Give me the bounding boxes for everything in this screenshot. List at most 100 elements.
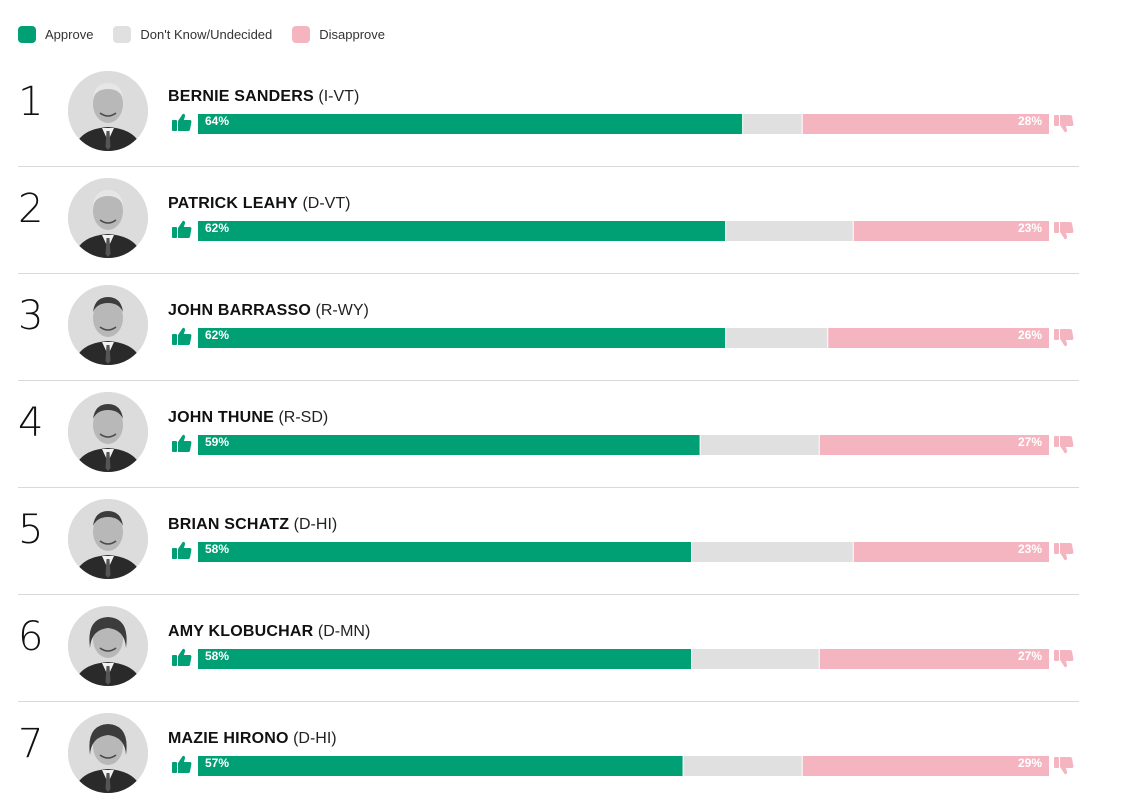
senator-name: MAZIE HIRONO (168, 730, 289, 747)
rank-number: 7 (18, 721, 44, 767)
disapprove-thumb (1054, 756, 1074, 780)
approve-value-label: 64% (205, 114, 229, 128)
legend-label-disapprove: Disapprove (319, 26, 386, 42)
segment-divider (691, 649, 693, 669)
thumbs-down-icon (1054, 650, 1074, 668)
approve-value-label: 59% (205, 435, 229, 449)
approval-bar: 58% 27% (198, 649, 1049, 669)
approval-bar: 57% 29% (198, 756, 1049, 776)
undecided-segment (700, 435, 820, 455)
rank-number: 4 (18, 400, 44, 446)
disapprove-thumb (1054, 435, 1074, 459)
approve-thumb (172, 541, 192, 565)
approval-bar: 59% 27% (198, 435, 1049, 455)
approval-bar-svg: 57% 29% (198, 756, 1049, 776)
approve-thumb (172, 755, 192, 779)
senator-party: (D-HI) (293, 730, 337, 747)
undecided-segment (691, 649, 820, 669)
undecided-segment (683, 756, 803, 776)
disapprove-segment (802, 114, 1049, 134)
segment-divider (818, 649, 820, 669)
senator-name-line: PATRICK LEAHY (D-VT) (168, 195, 350, 213)
senator-party: (R-SD) (278, 409, 329, 426)
thumbs-up-icon (172, 434, 192, 452)
approve-segment (198, 649, 692, 669)
approve-value-label: 57% (205, 756, 229, 770)
senator-ranking-list: 1 BERNIE SANDERS (I-VT) 64% 28% 2 PATRICK LEA… (18, 60, 1079, 808)
approve-thumb (172, 648, 192, 672)
segment-divider (725, 221, 727, 241)
approve-thumb (172, 327, 192, 351)
senator-row: 2 PATRICK LEAHY (D-VT) 62% 23% (18, 167, 1079, 274)
disapprove-thumb (1054, 542, 1074, 566)
approval-bar: 64% 28% (198, 114, 1049, 134)
rank-number: 6 (18, 614, 44, 660)
senator-name: AMY KLOBUCHAR (168, 623, 314, 640)
legend-swatch-disapprove (292, 25, 311, 43)
disapprove-value-label: 27% (1018, 649, 1042, 663)
thumbs-up-icon (172, 327, 192, 345)
legend-swatch-undecided (113, 25, 132, 43)
senator-avatar (68, 606, 148, 686)
disapprove-thumb (1054, 649, 1074, 673)
senator-avatar (68, 499, 148, 579)
thumbs-down-icon (1054, 757, 1074, 775)
approve-segment (198, 756, 684, 776)
senator-row: 4 JOHN THUNE (R-SD) 59% 27% (18, 381, 1079, 488)
disapprove-thumb (1054, 221, 1074, 245)
disapprove-segment (853, 542, 1049, 562)
thumbs-up-icon (172, 541, 192, 559)
senator-name: BRIAN SCHATZ (168, 516, 290, 533)
approval-bar: 58% 23% (198, 542, 1049, 562)
rank-number: 1 (18, 79, 44, 125)
approve-value-label: 62% (205, 328, 229, 342)
disapprove-thumb (1054, 114, 1074, 138)
senator-avatar (68, 392, 148, 472)
legend-item-approve: Approve (18, 25, 94, 43)
thumbs-down-icon (1054, 222, 1074, 240)
senator-party: (I-VT) (318, 88, 360, 105)
senator-party: (D-MN) (317, 623, 371, 640)
disapprove-segment (853, 221, 1049, 241)
approval-bar-svg: 59% 27% (198, 435, 1049, 455)
segment-divider (691, 542, 693, 562)
approve-segment (198, 114, 743, 134)
segment-divider (742, 114, 744, 134)
approval-bar-svg: 58% 27% (198, 649, 1049, 669)
senator-party: (D-HI) (293, 516, 338, 533)
senator-party: (R-WY) (315, 302, 369, 319)
disapprove-segment (819, 435, 1049, 455)
segment-divider (725, 328, 727, 348)
approve-thumb (172, 434, 192, 458)
rank-number: 5 (18, 507, 44, 553)
senator-row: 1 BERNIE SANDERS (I-VT) 64% 28% (18, 60, 1079, 167)
segment-divider (699, 435, 701, 455)
senator-name: BERNIE SANDERS (168, 88, 314, 105)
thumbs-up-icon (172, 113, 192, 131)
legend-item-disapprove: Disapprove (292, 25, 386, 43)
legend-label-undecided: Don't Know/Undecided (140, 26, 273, 42)
legend-label-approve: Approve (45, 26, 94, 42)
approve-thumb (172, 220, 192, 244)
senator-name-line: JOHN THUNE (R-SD) (168, 409, 328, 427)
senator-party: (D-VT) (302, 195, 351, 212)
senator-name: JOHN BARRASSO (168, 302, 312, 319)
senator-name-line: AMY KLOBUCHAR (D-MN) (168, 623, 370, 641)
thumbs-down-icon (1054, 115, 1074, 133)
segment-divider (801, 114, 803, 134)
approval-bar-svg: 64% 28% (198, 114, 1049, 134)
disapprove-thumb (1054, 328, 1074, 352)
senator-avatar (68, 713, 148, 793)
disapprove-value-label: 23% (1018, 542, 1042, 556)
segment-divider (801, 756, 803, 776)
segment-divider (852, 221, 854, 241)
disapprove-value-label: 23% (1018, 221, 1042, 235)
senator-name-line: BRIAN SCHATZ (D-HI) (168, 516, 337, 534)
approve-value-label: 62% (205, 221, 229, 235)
thumbs-up-icon (172, 648, 192, 666)
rank-number: 2 (18, 186, 44, 232)
senator-name: PATRICK LEAHY (168, 195, 299, 212)
senator-row: 5 BRIAN SCHATZ (D-HI) 58% 23% (18, 488, 1079, 595)
approval-bar-svg: 62% 26% (198, 328, 1049, 348)
disapprove-value-label: 28% (1018, 114, 1042, 128)
